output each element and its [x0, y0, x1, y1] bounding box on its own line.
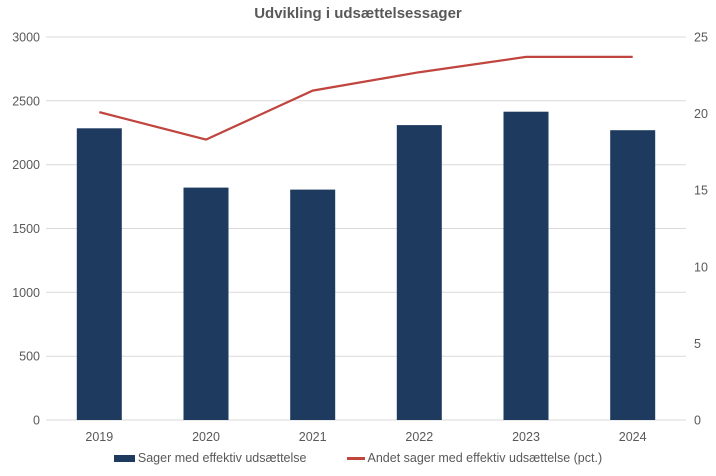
legend-item-bar-series: Sager med effektiv udsættelse	[113, 451, 307, 465]
x-axis-category-label: 2022	[405, 430, 433, 444]
x-axis-category-label: 2021	[299, 430, 327, 444]
left-axis-tick-label: 0	[33, 414, 40, 428]
right-axis-tick-label: 15	[694, 184, 708, 198]
left-axis-tick-label: 500	[19, 350, 40, 364]
bar-2022	[396, 125, 442, 420]
left-axis-tick-label: 2500	[12, 94, 40, 108]
legend-item-line-series: Andet sager med effektiv udsættelse (pct…	[346, 451, 603, 465]
bar-2023	[503, 111, 549, 420]
right-axis-tick-label: 5	[694, 337, 701, 351]
left-axis-tick-label: 3000	[12, 31, 40, 45]
left-axis-tick-label: 2000	[12, 158, 40, 172]
left-axis-tick-label: 1500	[12, 222, 40, 236]
bar-2024	[610, 130, 656, 420]
line-series-swatch	[346, 456, 365, 460]
chart-title: Udvikling i udsættelsessager	[254, 5, 462, 22]
right-axis-tick-label: 10	[694, 260, 708, 274]
trend-line	[99, 55, 633, 141]
legend-label-bar-series: Sager med effektiv udsættelse	[137, 451, 307, 465]
left-axis-tick-label: 1000	[12, 286, 40, 300]
x-axis-category-label: 2024	[619, 430, 647, 444]
x-axis-category-label: 2019	[85, 430, 113, 444]
x-axis-category-label: 2023	[512, 430, 540, 444]
right-axis-tick-label: 20	[694, 107, 708, 121]
right-axis-tick-label: 25	[694, 31, 708, 45]
bar-series-swatch	[113, 454, 135, 462]
bar-2020	[183, 187, 229, 420]
legend-label-line-series: Andet sager med effektiv udsættelse (pct…	[367, 451, 603, 465]
bar-2019	[76, 128, 122, 421]
x-axis-category-label: 2020	[192, 430, 220, 444]
chart-legend: Sager med effektiv udsættelse Andet sage…	[0, 447, 716, 469]
right-axis-tick-label: 0	[694, 414, 701, 428]
bar-2021	[290, 189, 336, 420]
